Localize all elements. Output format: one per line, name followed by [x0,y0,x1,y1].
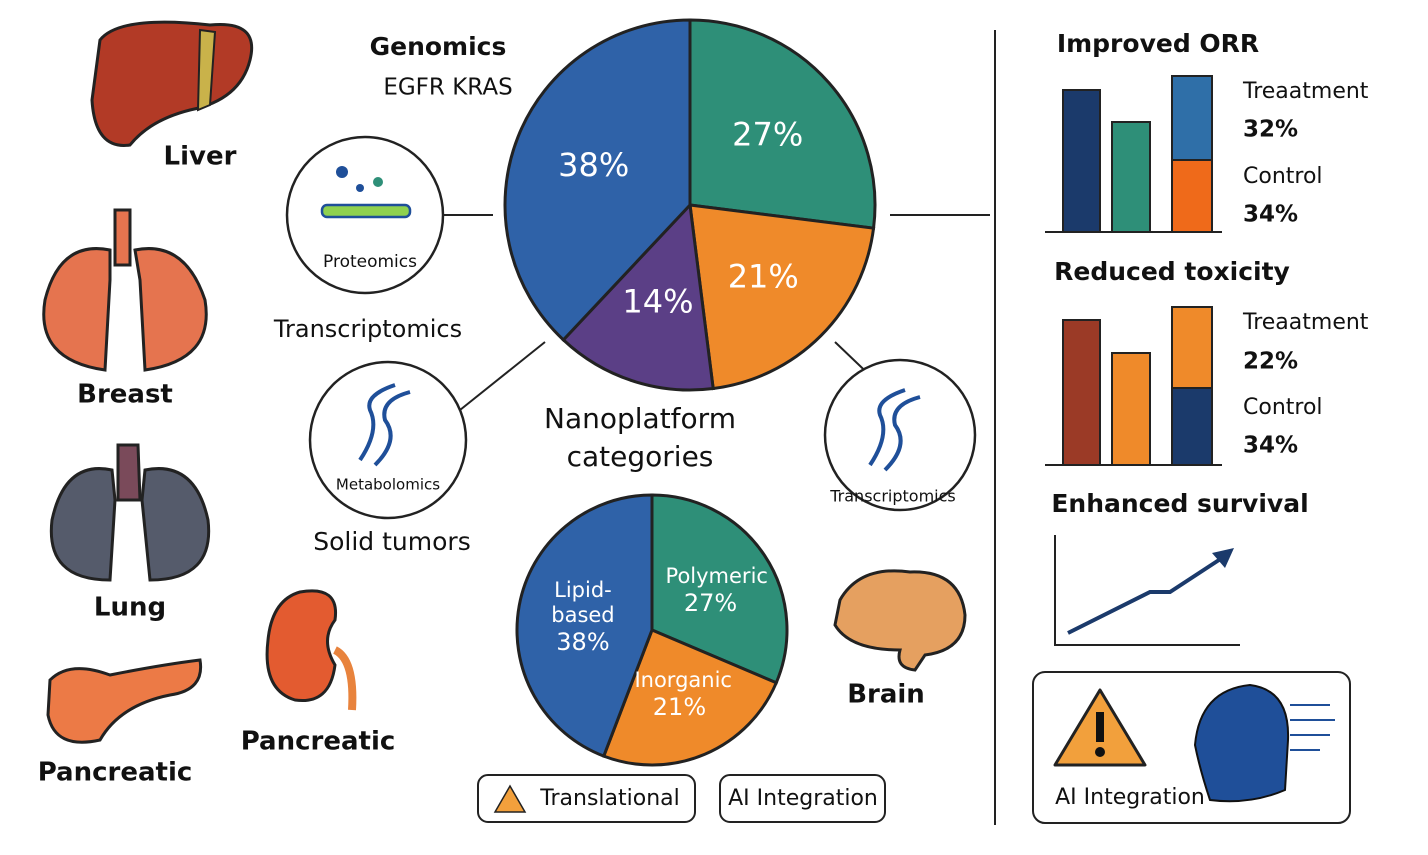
organ-label: Brain [847,680,925,710]
genes-label: EGFR KRAS [383,75,512,101]
dna-icon [358,383,411,467]
orr-bars [1045,75,1222,233]
metabolomics-icon [308,360,468,520]
transcriptomics-icon-label: Transcriptomics [829,487,955,506]
slice-value: 21% [728,257,799,295]
dot [356,184,364,192]
outcome-title: Enhanced survival [1051,489,1308,518]
ai-head-icon [1193,683,1290,803]
organ-label: Liver [164,142,237,172]
organ-label: Pancreatic [38,758,193,788]
button[interactable] [719,774,886,823]
legend-value: 34% [1243,433,1298,459]
slice-value: 38% [556,628,610,657]
legend-label: Treaatment [1242,310,1369,335]
pie-slice [650,493,789,685]
survival-trend [1067,556,1224,635]
slice-category: Polymeric [665,564,768,589]
legend-label: Control [1243,395,1323,420]
legend-value: 34% [1243,202,1298,228]
liver-icon [90,20,253,147]
slice-value: 27% [683,589,738,618]
legend-label: Treaatment [1242,79,1369,104]
legend-value: 22% [1243,349,1298,375]
pancreas-icon [46,658,203,744]
legend-value: 32% [1243,117,1298,143]
slice-label: Inorganic 21% [619,655,739,735]
proteomics-label: Proteomics [323,252,417,272]
brain-icon [833,569,967,672]
button[interactable] [477,774,696,823]
lung-icon [49,443,211,582]
slice-category: Inorganic [634,667,732,692]
slice-value: 21% [652,692,707,721]
slice-value: 14% [622,283,693,321]
dot [336,166,348,178]
ai-box-label: AI Integration [1055,785,1205,810]
outcome-title: Reduced toxicity [1054,257,1290,286]
warning-icon [493,784,527,813]
genomics-label: Genomics [370,32,507,61]
survival-axes [1054,535,1240,646]
solid-tumors-label: Solid tumors [313,527,470,556]
organ-label: Pancreatic [241,727,396,757]
pie-slice [515,493,654,759]
slice-value: 27% [732,115,803,153]
pie-slice [503,18,692,342]
kidney-icon [265,589,357,711]
button-label[interactable]: Translational [539,786,679,811]
legend-label: Control [1243,164,1323,189]
dna-icon [868,388,921,472]
transcriptomics-label: Transcriptomics [273,315,462,343]
breast-lung-icon [42,208,208,372]
dot [373,177,383,187]
circuit-icon [1290,704,1335,751]
pie-slice [688,203,876,391]
metabolomics-label: Metabolomics [336,476,440,494]
pie-slice [561,201,715,392]
nanoplatform-title: Nanoplatform categories [544,402,736,473]
arrow-head [1212,548,1234,568]
outcome-title: Improved ORR [1057,29,1259,58]
slice-label: Lipid-based 38% [523,577,643,657]
toxicity-bars [1045,306,1222,466]
nanoplatform-title-box: Nanoplatform categories [544,402,736,473]
connector [459,341,546,411]
pie-slice [688,18,877,230]
pie-slice [601,628,779,767]
organ-label: Lung [94,593,166,623]
protein-icon [320,203,412,219]
warning-mark [1096,712,1104,742]
organ-label: Breast [77,380,173,410]
slice-category: Lipid-based [551,577,615,627]
slice-value: 38% [558,146,629,184]
button-label[interactable]: AI Integration [728,786,878,811]
slice-label: Polymeric 27% [651,551,771,631]
warning-mark [1095,747,1105,757]
